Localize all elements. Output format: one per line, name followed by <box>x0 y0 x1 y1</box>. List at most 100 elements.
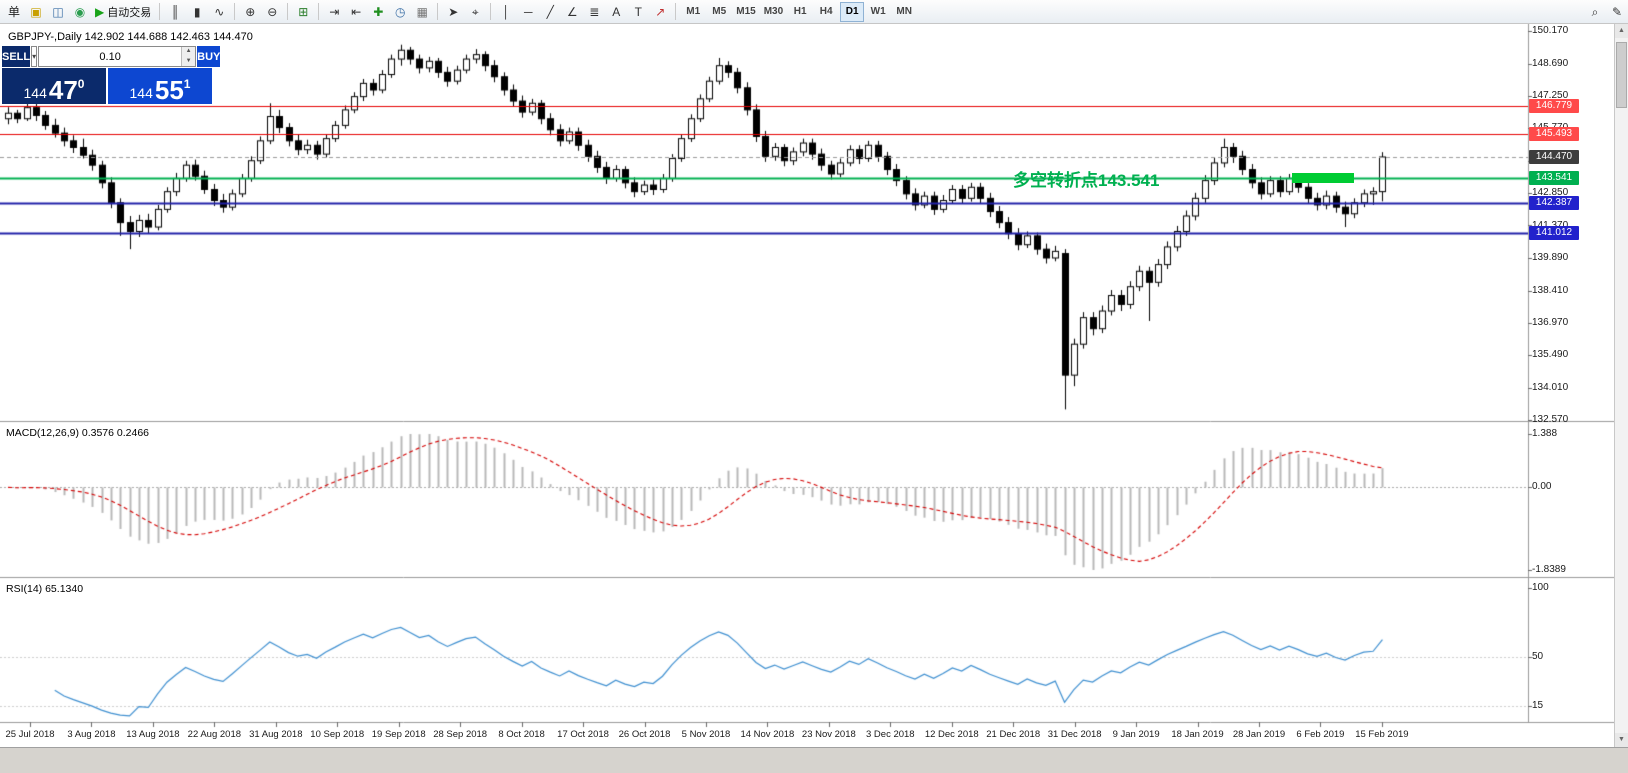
vertical-line-icon: │ <box>502 4 510 19</box>
files-button[interactable]: ▣ <box>26 2 46 22</box>
search-button[interactable]: ⌕ <box>1585 2 1605 22</box>
text-label-button[interactable]: T <box>628 2 648 22</box>
timeframe-mn-button[interactable]: MN <box>896 6 912 17</box>
timeframe-m30-button[interactable]: M30 <box>763 6 784 17</box>
trade-panel-prices: 144 47 0 144 55 1 <box>2 68 212 104</box>
sell-button[interactable]: SELL <box>2 46 31 67</box>
sell-price-pips: 47 <box>48 74 78 105</box>
new-chart-icon: ✚ <box>373 4 384 19</box>
line-chart-button[interactable]: ∿ <box>209 2 229 22</box>
price-chart-canvas[interactable] <box>0 24 1614 747</box>
order-mode-dropdown[interactable]: ▾ <box>31 46 38 67</box>
crosshair-button[interactable]: ⌖ <box>465 2 485 22</box>
templates-button[interactable]: ▦ <box>412 2 432 22</box>
fibonacci-icon: ≣ <box>589 4 600 19</box>
tile-windows-icon: ⊞ <box>298 4 309 19</box>
lot-decrease-button[interactable]: ▼ <box>182 56 196 66</box>
chart-shift-button[interactable]: ⇤ <box>346 2 366 22</box>
bar-chart-button[interactable]: ║ <box>165 2 185 22</box>
toolbar-separator <box>490 3 492 20</box>
trendline-button[interactable]: ╱ <box>540 2 560 22</box>
horizontal-line-icon: ─ <box>523 4 533 19</box>
buy-price-main: 144 <box>129 84 153 101</box>
candlestick-chart-icon: ▮ <box>193 4 201 19</box>
toolbar: 单 ▣ ◫ ◉ ▶ 自动交易 ║ ▮ ∿ ⊕ ⊖ ⊞ ⇥ ⇤ ✚ ◷ ▦ ➤ ⌖ │ ─ ╱ ∠ ≣ A T ↗ M1 M5 M15 M30… <box>0 0 1628 24</box>
new-order-icon: 单 <box>7 4 20 19</box>
toolbar-separator <box>318 3 320 20</box>
new-order-button[interactable]: 单 <box>4 2 24 22</box>
arrow-objects-icon: ↗ <box>655 4 666 19</box>
community-icon: ◉ <box>74 4 86 19</box>
accounts-icon: ◫ <box>52 4 64 19</box>
sell-price-point: 0 <box>77 77 85 91</box>
bottom-strip <box>0 747 1628 773</box>
search-icon: ⌕ <box>1591 4 1599 19</box>
new-chart-button[interactable]: ✚ <box>368 2 388 22</box>
timeframe-d1-button[interactable]: D1 <box>840 1 865 22</box>
edit-icon: ✎ <box>1611 4 1623 19</box>
buy-button[interactable]: BUY <box>197 46 221 67</box>
chart-window: GBPJPY-,Daily 142.902 144.688 142.463 14… <box>0 24 1628 747</box>
autotrading-button[interactable]: ▶ 自动交易 <box>92 2 154 22</box>
chart-shift-icon: ⇤ <box>351 4 362 19</box>
timeframe-w1-button[interactable]: W1 <box>870 6 886 17</box>
timeframe-h4-button[interactable]: H4 <box>819 6 833 17</box>
zoom-in-icon: ⊕ <box>245 4 256 19</box>
line-chart-icon: ∿ <box>214 4 225 19</box>
trade-panel-controls: SELL ▾ ▲ ▼ BUY <box>2 46 221 67</box>
auto-scroll-button[interactable]: ⇥ <box>324 2 344 22</box>
horizontal-line-button[interactable]: ─ <box>518 2 538 22</box>
text-label-icon: T <box>634 4 642 19</box>
files-icon: ▣ <box>30 4 42 19</box>
macd-indicator-label: MACD(12,26,9) 0.3576 0.2466 <box>6 427 150 439</box>
buy-price-display[interactable]: 144 55 1 <box>108 68 212 104</box>
equidistant-channel-icon: ∠ <box>566 4 578 19</box>
period-converter-button[interactable]: ◷ <box>390 2 410 22</box>
toolbar-separator <box>159 3 161 20</box>
lot-increase-button[interactable]: ▲ <box>182 47 196 57</box>
vertical-line-button[interactable]: │ <box>496 2 516 22</box>
zoom-in-button[interactable]: ⊕ <box>240 2 260 22</box>
bar-chart-icon: ║ <box>170 4 180 19</box>
text-button[interactable]: A <box>606 2 626 22</box>
timeframe-m5-button[interactable]: M5 <box>712 6 727 17</box>
sell-price-main: 144 <box>23 84 47 101</box>
buy-price-pips: 55 <box>154 74 184 105</box>
rsi-indicator-label: RSI(14) 65.1340 <box>6 583 84 595</box>
lot-size-input[interactable] <box>39 47 182 66</box>
tile-windows-button[interactable]: ⊞ <box>293 2 313 22</box>
candlestick-chart-button[interactable]: ▮ <box>187 2 207 22</box>
one-click-trading-panel: SELL ▾ ▲ ▼ BUY 144 47 0 144 55 1 <box>2 46 221 104</box>
buy-price-point: 1 <box>183 77 191 91</box>
timeframe-m15-button[interactable]: M15 <box>736 6 756 17</box>
timeframe-h1-button[interactable]: H1 <box>793 6 807 17</box>
autotrading-button-label: 自动交易 <box>107 6 152 19</box>
vertical-scrollbar[interactable]: ▲ ▼ <box>1614 24 1628 747</box>
accounts-button[interactable]: ◫ <box>48 2 68 22</box>
chevron-down-icon: ▾ <box>32 52 37 61</box>
trendline-icon: ╱ <box>546 4 554 19</box>
auto-scroll-icon: ⇥ <box>329 4 340 19</box>
chart-symbol-header: GBPJPY-,Daily 142.902 144.688 142.463 14… <box>8 31 253 43</box>
equidistant-channel-button[interactable]: ∠ <box>562 2 582 22</box>
arrow-objects-button[interactable]: ↗ <box>650 2 670 22</box>
toolbar-separator <box>287 3 289 20</box>
toolbar-separator <box>234 3 236 20</box>
community-button[interactable]: ◉ <box>70 2 90 22</box>
text-icon: A <box>612 4 621 19</box>
toolbar-separator <box>675 3 677 20</box>
scroll-up-button[interactable]: ▲ <box>1615 24 1628 38</box>
autotrading-icon: ▶ <box>95 4 105 19</box>
timeframe-m1-button[interactable]: M1 <box>686 6 701 17</box>
cursor-button[interactable]: ➤ <box>443 2 463 22</box>
scrollbar-thumb[interactable] <box>1616 42 1627 108</box>
zoom-out-icon: ⊖ <box>267 4 278 19</box>
toolbar-separator <box>437 3 439 20</box>
edit-button[interactable]: ✎ <box>1607 2 1627 22</box>
scroll-down-button[interactable]: ▼ <box>1615 733 1628 747</box>
fibonacci-button[interactable]: ≣ <box>584 2 604 22</box>
crosshair-icon: ⌖ <box>471 4 479 19</box>
templates-icon: ▦ <box>416 4 428 19</box>
sell-price-display[interactable]: 144 47 0 <box>2 68 106 104</box>
zoom-out-button[interactable]: ⊖ <box>262 2 282 22</box>
